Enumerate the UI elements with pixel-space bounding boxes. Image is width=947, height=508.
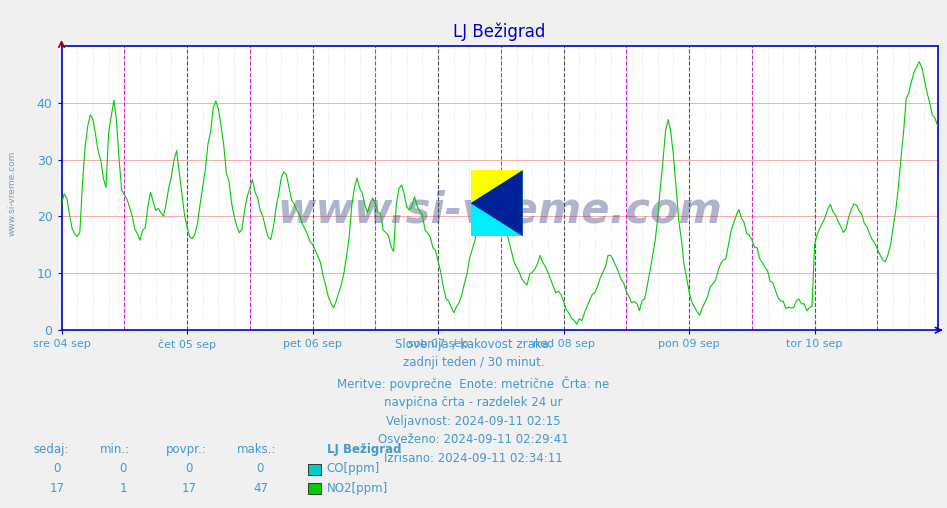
Text: www.si-vreme.com: www.si-vreme.com [277, 189, 722, 232]
Text: LJ Bežigrad: LJ Bežigrad [327, 443, 402, 456]
Text: 0: 0 [119, 462, 127, 475]
Text: 17: 17 [182, 482, 197, 495]
Text: min.:: min.: [99, 443, 130, 456]
Polygon shape [471, 170, 523, 236]
Text: 47: 47 [253, 482, 268, 495]
Text: CO[ppm]: CO[ppm] [327, 462, 380, 475]
Text: 17: 17 [49, 482, 64, 495]
Polygon shape [471, 170, 523, 203]
Text: Slovenija / kakovost zraka.
zadnji teden / 30 minut.
Meritve: povprečne  Enote: : Slovenija / kakovost zraka. zadnji teden… [337, 338, 610, 465]
Text: 1: 1 [119, 482, 127, 495]
Text: 0: 0 [186, 462, 193, 475]
Text: www.si-vreme.com: www.si-vreme.com [8, 150, 17, 236]
Title: LJ Bežigrad: LJ Bežigrad [454, 23, 545, 41]
Text: NO2[ppm]: NO2[ppm] [327, 482, 388, 495]
Text: 0: 0 [53, 462, 61, 475]
Text: maks.:: maks.: [237, 443, 277, 456]
Text: sedaj:: sedaj: [33, 443, 68, 456]
Text: povpr.:: povpr.: [166, 443, 206, 456]
Text: 0: 0 [257, 462, 264, 475]
Polygon shape [471, 170, 523, 236]
